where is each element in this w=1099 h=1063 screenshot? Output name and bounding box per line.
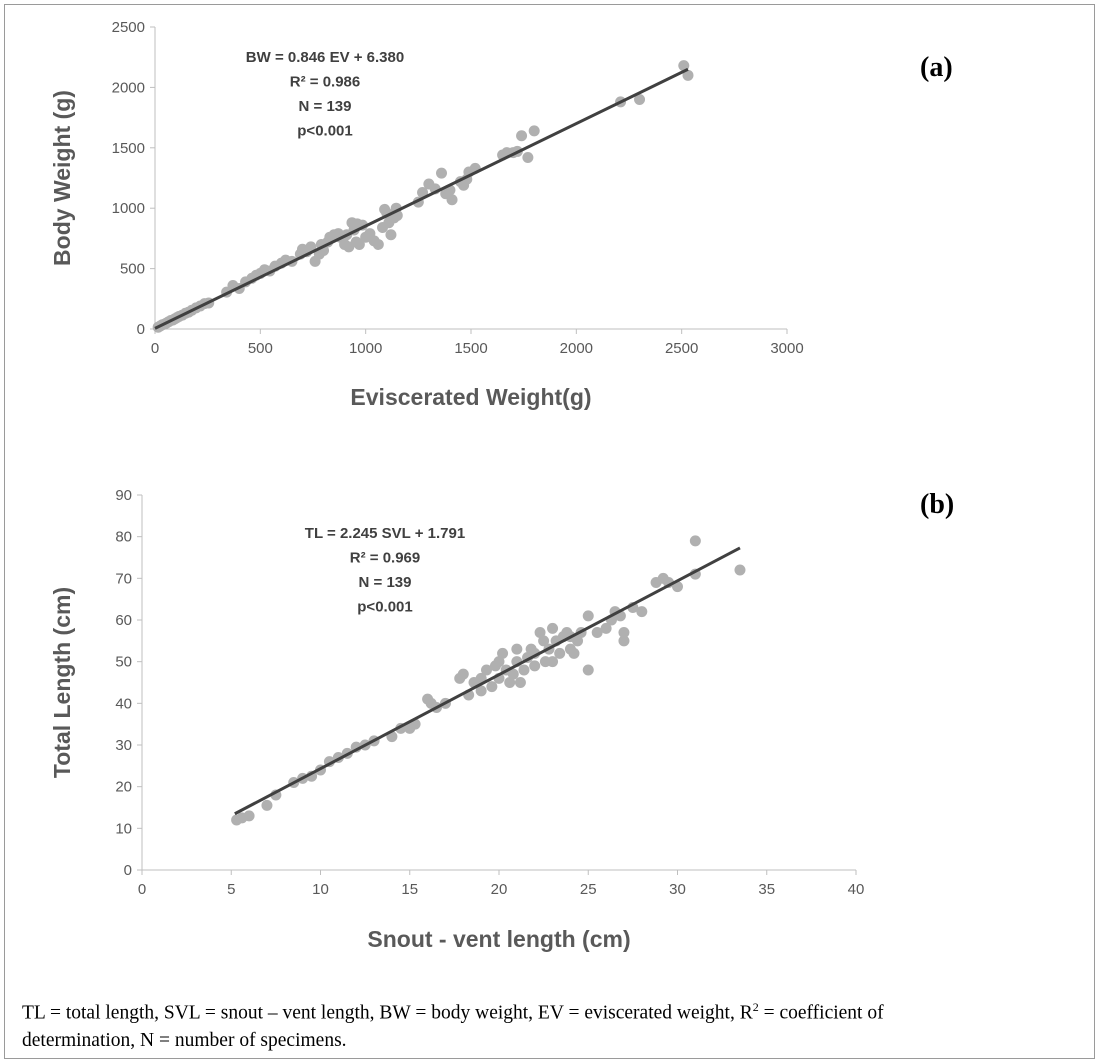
figure-frame	[4, 4, 1095, 1059]
data-point	[417, 186, 429, 198]
data-point	[538, 635, 550, 647]
data-point	[475, 685, 487, 697]
data-point	[436, 167, 448, 179]
x-tick-label: 30	[669, 881, 686, 898]
x-tick-label: 25	[580, 881, 597, 898]
y-axis-label: Total Length (cm)	[49, 587, 75, 778]
data-point	[522, 151, 534, 163]
data-point	[481, 664, 493, 676]
regression-annotation: TL = 2.245 SVL + 1.791	[305, 525, 465, 542]
y-tick-label: 500	[120, 261, 145, 278]
data-point	[600, 622, 612, 634]
caption-line2: determination, N = number of specimens.	[22, 1029, 347, 1051]
data-point	[547, 622, 559, 634]
panel-label: (a)	[920, 52, 953, 83]
y-tick-label: 1500	[112, 140, 145, 157]
x-tick-label: 2500	[665, 340, 698, 357]
data-point	[634, 93, 646, 105]
y-tick-label: 20	[115, 779, 132, 796]
figure-caption: TL = total length, SVL = snout – vent le…	[22, 994, 1092, 1054]
data-point	[618, 635, 630, 647]
data-point	[511, 643, 523, 655]
x-tick-label: 2000	[560, 340, 593, 357]
regression-annotation: R² = 0.986	[290, 74, 360, 91]
trendline	[154, 67, 689, 330]
y-tick-label: 0	[137, 321, 145, 338]
chart-a: 0 500 1000 1500 2000 2500 0 500 1000 1500 2000 2500…	[49, 19, 953, 410]
data-point	[554, 647, 566, 659]
y-tick-label: 2000	[112, 79, 145, 96]
regression-annotation: N = 139	[299, 98, 352, 115]
y-tick-label: 0	[124, 862, 132, 879]
data-point	[568, 647, 580, 659]
x-tick-label: 3000	[770, 340, 803, 357]
x-tick-label: 35	[758, 881, 775, 898]
regression-annotation: p<0.001	[357, 599, 412, 616]
data-point	[529, 660, 541, 672]
data-point	[514, 677, 526, 688]
data-point	[518, 664, 530, 676]
data-point	[486, 681, 498, 693]
y-tick-label: 50	[115, 654, 132, 671]
y-tick-label: 70	[115, 570, 132, 587]
x-tick-label: 1000	[349, 340, 382, 357]
data-point	[372, 238, 384, 250]
y-axis-label: Body Weight (g)	[49, 90, 75, 266]
y-tick-label: 30	[115, 737, 132, 754]
x-tick-label: 5	[227, 881, 235, 898]
x-tick-label: 10	[312, 881, 329, 898]
regression-annotation: p<0.001	[297, 123, 352, 140]
data-point	[446, 194, 458, 206]
trendline	[234, 546, 741, 816]
data-point	[582, 610, 594, 622]
data-point	[353, 238, 365, 250]
x-tick-label: 20	[491, 881, 508, 898]
caption-sup: 2	[752, 1000, 759, 1014]
caption-line1-end: = coefficient of	[758, 1002, 884, 1024]
regression-annotation: N = 139	[359, 574, 412, 591]
panel-label: (b)	[920, 489, 954, 520]
data-point	[497, 647, 509, 659]
chart-b: 0 10 20 30 40 50 60 70 80 90 0 5 10 15 20 25 30 35 40 Snout…	[49, 487, 954, 952]
x-tick-label: 1500	[454, 340, 487, 357]
y-tick-label: 10	[115, 820, 132, 837]
regression-annotation: R² = 0.969	[350, 550, 420, 567]
data-point	[618, 627, 630, 638]
data-point	[493, 656, 505, 668]
data-point	[261, 799, 273, 811]
data-point	[504, 677, 516, 688]
data-point	[682, 69, 694, 81]
data-point	[582, 664, 594, 676]
data-point	[507, 668, 519, 680]
data-point	[534, 627, 546, 638]
regression-annotation: BW = 0.846 EV + 6.380	[246, 49, 404, 66]
y-tick-label: 2500	[112, 19, 145, 36]
y-tick-label: 40	[115, 695, 132, 712]
data-point	[591, 627, 603, 638]
data-point	[734, 564, 746, 576]
y-tick-label: 1000	[112, 200, 145, 217]
x-tick-label: 40	[848, 881, 865, 898]
data-point	[516, 130, 528, 142]
x-tick-label: 0	[151, 340, 159, 357]
x-axis-label: Eviscerated Weight(g)	[350, 384, 591, 410]
y-tick-label: 60	[115, 612, 132, 629]
data-point	[572, 635, 584, 647]
data-point	[457, 668, 469, 680]
data-point	[547, 656, 559, 668]
x-tick-label: 0	[138, 881, 146, 898]
data-point	[243, 810, 255, 822]
data-point	[528, 125, 540, 137]
y-tick-label: 90	[115, 487, 132, 504]
x-axis-label: Snout - vent length (cm)	[367, 926, 630, 952]
data-point	[385, 229, 397, 241]
data-point	[636, 606, 648, 618]
caption-line1: TL = total length, SVL = snout – vent le…	[22, 1002, 753, 1024]
data-point	[689, 535, 701, 547]
y-tick-label: 80	[115, 529, 132, 546]
x-tick-label: 15	[401, 881, 418, 898]
x-tick-label: 500	[248, 340, 273, 357]
